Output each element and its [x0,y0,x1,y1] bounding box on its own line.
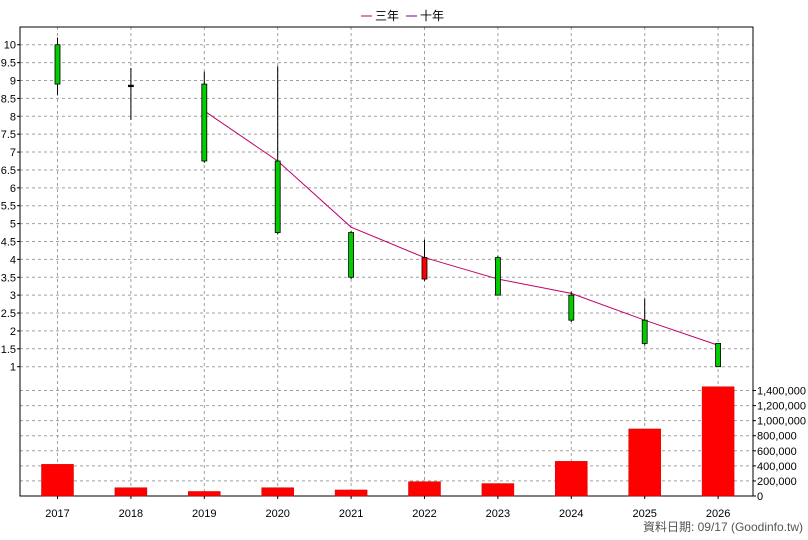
volume-bars [41,386,735,497]
moving-average-lines [204,110,719,346]
volume-tick-label: 1,400,000 [757,386,806,398]
candle-body-2018 [127,84,134,88]
price-tick-label: 4 [10,254,16,266]
volume-bar-2019 [188,491,221,497]
volume-tick-label: 800,000 [757,431,797,443]
x-tick-label: 2022 [412,508,436,520]
price-tick-label: 9 [10,76,16,88]
price-tick-label: 3 [10,290,16,302]
price-tick-label: 3.5 [1,272,16,284]
plot-border [19,26,754,497]
grid [20,27,753,497]
price-tick-label: 1 [10,362,16,374]
price-tick-label: 4.5 [1,236,16,248]
price-tick-label: 7 [10,147,16,159]
legend: 三年 十年 [361,9,444,23]
volume-bar-2021 [334,489,368,497]
price-tick-label: 5.5 [1,201,16,213]
candle-body-2021 [348,232,355,278]
candle-body-2024 [568,294,575,321]
x-tick-label: 2020 [265,508,289,520]
data-date-footer: 資料日期: 09/17 (Goodinfo.tw) [643,520,803,534]
price-tick-label: 8 [10,111,16,123]
plot-frame [19,26,754,497]
legend-label-ma10: 十年 [420,9,444,23]
volume-bar-2023 [481,483,515,497]
price-tick-label: 7.5 [1,129,16,141]
volume-bar-2022 [408,481,441,497]
ma-line-0 [204,110,719,346]
volume-tick-label: 1,200,000 [757,401,806,413]
volume-bar-2020 [261,487,294,497]
volume-tick-label: 1,000,000 [757,416,806,428]
legend-label-ma3: 三年 [375,9,399,23]
candle-body-2019 [201,83,208,162]
x-tick-label: 2026 [706,508,730,520]
volume-bar-2018 [114,487,148,497]
volume-axis: 0 200,000 400,000 600,000 800,000 1,000,000 1,… [753,386,806,503]
price-tick-label: 8.5 [1,93,16,105]
x-tick-label: 2017 [45,508,69,520]
price-tick-label: 10 [4,40,16,52]
candle-body-2026 [715,343,721,368]
price-tick-label: 1.5 [1,344,16,356]
x-tick-label: 2018 [119,508,143,520]
x-tick-label: 2021 [339,508,363,520]
candle-body-2022 [421,257,428,280]
volume-tick-label: 200,000 [757,476,797,488]
volume-bar-2017 [41,464,74,497]
volume-bar-2024 [555,461,588,497]
price-tick-label: 5 [10,219,16,231]
x-axis: 2017 2018 2019 2020 2021 2022 2023 2024 2025 2026 [45,496,730,520]
volume-tick-label: 400,000 [757,461,797,473]
x-tick-label: 2025 [632,508,656,520]
x-tick-label: 2019 [192,508,216,520]
price-axis: 1 1.5 2 2.5 3 3.5 4 4.5 5 5.5 6 6.5 7 7.5 8 8.5 9 9.5 10 [1,40,20,374]
candle-body-2025 [641,319,648,344]
candle-body-2017 [54,44,61,85]
volume-tick-label: 0 [757,491,763,503]
price-tick-label: 2.5 [1,308,16,320]
volume-bar-2026 [701,386,735,497]
price-tick-label: 6.5 [1,165,16,177]
candle-body-2023 [494,257,501,296]
x-tick-label: 2023 [486,508,510,520]
candle-body-2020 [274,160,281,233]
price-tick-label: 2 [10,326,16,338]
x-tick-label: 2024 [559,508,583,520]
price-tick-label: 9.5 [1,58,16,70]
candlesticks [54,37,721,368]
price-tick-label: 6 [10,183,16,195]
volume-tick-label: 600,000 [757,446,797,458]
volume-bar-2025 [628,428,661,497]
